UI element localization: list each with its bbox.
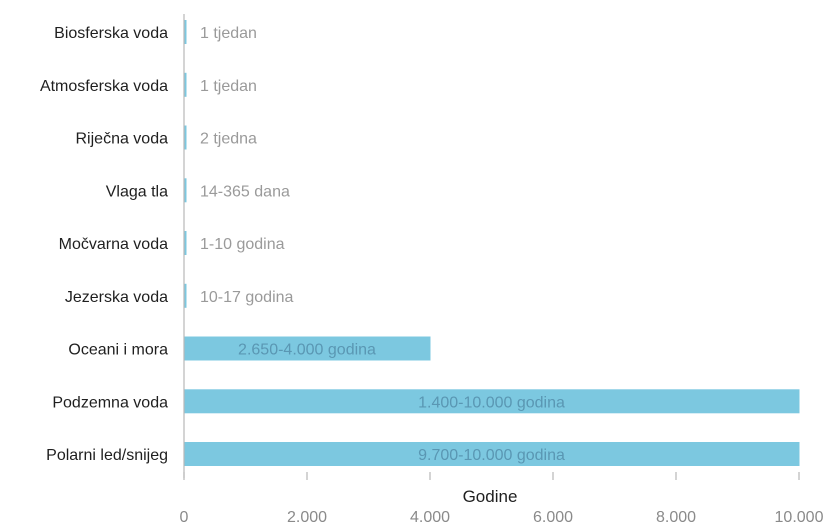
x-axis-ticks-layer: 0 2.000 4.000 6.000 8.000 10.000 xyxy=(180,472,824,526)
bar xyxy=(184,442,800,466)
category-label: Oceani i mora xyxy=(68,342,168,359)
category-label: Vlaga tla xyxy=(106,183,168,200)
x-tick-label: 4.000 xyxy=(410,509,450,526)
category-label: Jezerska voda xyxy=(65,289,168,306)
data-label: 1 tjedan xyxy=(200,78,257,95)
data-label: 9.700-10.000 godina xyxy=(418,447,565,464)
bar xyxy=(184,231,187,255)
data-label: 14-365 dana xyxy=(200,183,290,200)
category-label: Atmosferska voda xyxy=(40,78,168,95)
data-label: 1-10 godina xyxy=(200,236,285,253)
bars-layer xyxy=(184,20,800,466)
x-tick-label: 6.000 xyxy=(533,509,573,526)
data-label: 2.650-4.000 godina xyxy=(238,342,376,359)
x-tick-label: 2.000 xyxy=(287,509,327,526)
data-label: 1.400-10.000 godina xyxy=(418,394,565,411)
category-label: Riječna voda xyxy=(76,131,169,148)
data-label: 1 tjedan xyxy=(200,25,257,42)
category-label: Močvarna voda xyxy=(59,236,168,253)
bar xyxy=(184,72,187,97)
x-tick-label: 8.000 xyxy=(656,509,696,526)
bar xyxy=(184,283,187,308)
category-label: Polarni led/snijeg xyxy=(46,447,168,464)
x-tick-label: 0 xyxy=(180,509,189,526)
category-label: Biosferska voda xyxy=(54,25,168,42)
data-label: 2 tjedna xyxy=(200,131,257,148)
bar xyxy=(184,389,800,414)
category-label: Podzemna voda xyxy=(52,394,168,411)
bar xyxy=(184,20,187,44)
bar xyxy=(184,125,187,150)
bar xyxy=(184,178,187,203)
x-tick-label: 10.000 xyxy=(775,509,824,526)
x-axis-title: Godine xyxy=(463,487,518,506)
bar xyxy=(184,336,431,361)
data-labels-layer: 1 tjedan 1 tjedan 2 tjedna 14-365 dana 1-10 … xyxy=(200,25,565,464)
category-labels-layer: Biosferska voda Atmosferska voda Riječna v… xyxy=(40,25,168,464)
data-label: 10-17 godina xyxy=(200,289,294,306)
